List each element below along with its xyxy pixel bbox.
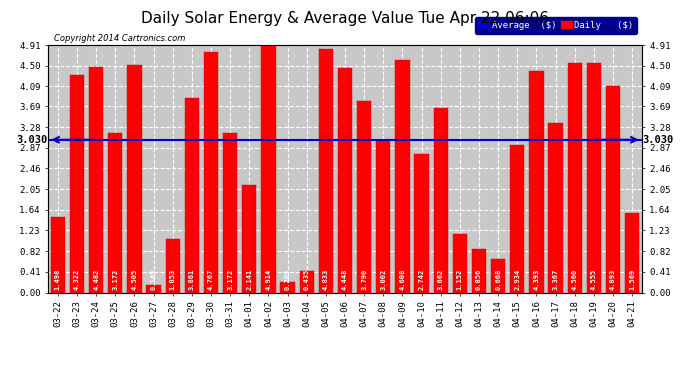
Legend: Average  ($), Daily   ($): Average ($), Daily ($) [475,17,637,33]
Bar [127,65,141,292]
Text: 3.861: 3.861 [189,269,195,290]
Text: 3.790: 3.790 [361,269,367,290]
Text: 1.498: 1.498 [55,269,61,290]
Text: 3.367: 3.367 [553,269,559,290]
Bar [415,154,428,292]
Bar [50,217,65,292]
Bar [185,98,199,292]
Text: 0.209: 0.209 [284,269,290,290]
Text: 3.030: 3.030 [642,135,674,145]
Bar [319,49,333,292]
Text: 4.608: 4.608 [400,269,406,290]
Bar [625,213,640,292]
Text: 0.435: 0.435 [304,269,310,290]
Text: 4.555: 4.555 [591,269,597,290]
Text: 4.448: 4.448 [342,269,348,290]
Text: 2.934: 2.934 [514,269,520,290]
Bar [166,239,180,292]
Text: 4.482: 4.482 [93,269,99,290]
Bar [472,249,486,292]
Text: 4.093: 4.093 [610,269,616,290]
Text: 4.560: 4.560 [572,269,578,290]
Text: 4.322: 4.322 [74,269,80,290]
Text: 0.856: 0.856 [476,269,482,290]
Text: 3.030: 3.030 [16,135,48,145]
Bar [568,63,582,292]
Bar [606,86,620,292]
Bar [108,133,123,292]
Bar [395,60,410,292]
Text: 3.662: 3.662 [437,269,444,290]
Bar [529,71,544,292]
Bar [357,102,371,292]
Text: 0.149: 0.149 [150,269,157,290]
Bar [146,285,161,292]
Bar [453,234,467,292]
Text: 2.742: 2.742 [419,269,424,290]
Bar [204,52,218,292]
Text: 4.914: 4.914 [266,269,271,290]
Bar [223,133,237,292]
Text: 4.833: 4.833 [323,269,329,290]
Bar [262,45,275,292]
Text: 3.002: 3.002 [380,269,386,290]
Text: Daily Solar Energy & Average Value Tue Apr 22 06:06: Daily Solar Energy & Average Value Tue A… [141,11,549,26]
Text: 1.053: 1.053 [170,269,176,290]
Bar [376,141,391,292]
Bar [510,145,524,292]
Bar [280,282,295,292]
Text: 1.152: 1.152 [457,269,463,290]
Bar [89,67,104,292]
Text: 3.172: 3.172 [112,269,118,290]
Bar [242,184,257,292]
Text: 0.668: 0.668 [495,269,501,290]
Bar [70,75,84,292]
Text: 4.767: 4.767 [208,269,214,290]
Bar [338,68,352,292]
Text: 1.569: 1.569 [629,269,635,290]
Text: 3.172: 3.172 [227,269,233,290]
Bar [491,259,505,292]
Text: 2.141: 2.141 [246,269,253,290]
Bar [299,271,314,292]
Text: 4.505: 4.505 [131,269,137,290]
Bar [586,63,601,292]
Text: Copyright 2014 Cartronics.com: Copyright 2014 Cartronics.com [55,33,186,42]
Bar [549,123,563,292]
Text: 4.393: 4.393 [533,269,540,290]
Bar [433,108,448,292]
